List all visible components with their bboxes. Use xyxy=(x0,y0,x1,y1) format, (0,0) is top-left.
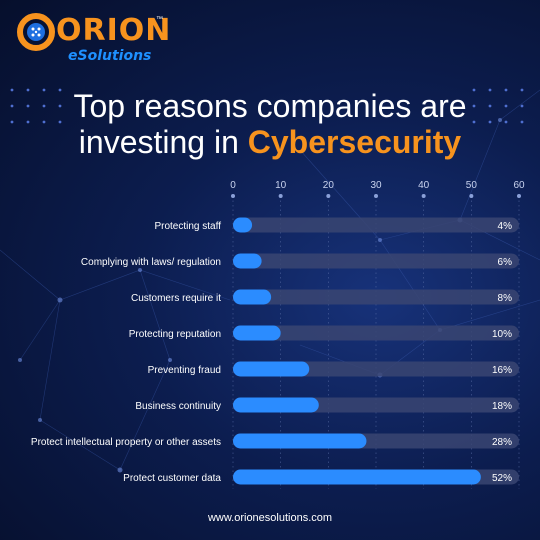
gridline-marker xyxy=(469,194,474,198)
data-label: 4% xyxy=(498,221,513,232)
data-label: 10% xyxy=(492,329,512,340)
bar xyxy=(233,217,253,233)
bar xyxy=(233,253,262,269)
brand-name: ORION xyxy=(56,13,172,48)
page-title-line-1: Top reasons companies are xyxy=(73,88,467,124)
category-label: Protect intellectual property or other a… xyxy=(31,437,221,448)
dot-grid-right xyxy=(472,88,524,124)
category-label: Preventing fraud xyxy=(148,365,221,376)
category-label: Protect customer data xyxy=(123,473,221,484)
trademark-symbol: ™ xyxy=(156,16,163,23)
bar-track xyxy=(233,217,519,233)
bar-track xyxy=(233,253,519,269)
bar xyxy=(233,469,481,485)
bar xyxy=(233,433,367,449)
brand-logo[interactable]: ORION ™ eSolutions xyxy=(16,12,176,64)
x-tick-label: 30 xyxy=(370,180,382,191)
gridline-marker xyxy=(517,194,521,198)
bar-track xyxy=(233,325,519,341)
data-label: 28% xyxy=(492,437,512,448)
website-url[interactable]: www.orionesolutions.com xyxy=(207,512,333,524)
x-tick-label: 40 xyxy=(418,180,430,191)
x-tick-label: 0 xyxy=(230,180,236,191)
bar xyxy=(233,397,319,413)
page-title-line-2: investing in Cybersecurity xyxy=(0,124,540,160)
bar xyxy=(233,325,281,341)
x-tick-label: 50 xyxy=(466,180,478,191)
bar-track xyxy=(233,289,519,305)
x-tick-label: 10 xyxy=(275,180,287,191)
bar xyxy=(233,361,310,377)
data-label: 6% xyxy=(498,257,513,268)
brand-subname: eSolutions xyxy=(68,48,152,64)
category-label: Complying with laws/ regulation xyxy=(81,257,221,268)
gridline-marker xyxy=(231,194,235,198)
data-label: 8% xyxy=(498,293,513,304)
data-label: 16% xyxy=(492,365,512,376)
gridline-marker xyxy=(326,194,331,198)
category-label: Customers require it xyxy=(131,293,221,304)
title-accent-word: Cybersecurity xyxy=(247,124,462,160)
gridline-marker xyxy=(278,194,283,198)
orion-logo-icon xyxy=(17,13,55,51)
category-label: Protecting staff xyxy=(154,221,221,232)
category-label: Protecting reputation xyxy=(129,329,221,340)
x-tick-label: 20 xyxy=(323,180,335,191)
gridline-marker xyxy=(421,194,426,198)
category-label: Business continuity xyxy=(135,401,221,412)
x-tick-label: 60 xyxy=(513,180,525,191)
dot-grid-left xyxy=(10,88,62,124)
data-label: 52% xyxy=(492,473,512,484)
title-prefix: investing in xyxy=(78,124,248,160)
data-label: 18% xyxy=(492,401,512,412)
bar xyxy=(233,289,272,305)
gridline-marker xyxy=(374,194,378,198)
